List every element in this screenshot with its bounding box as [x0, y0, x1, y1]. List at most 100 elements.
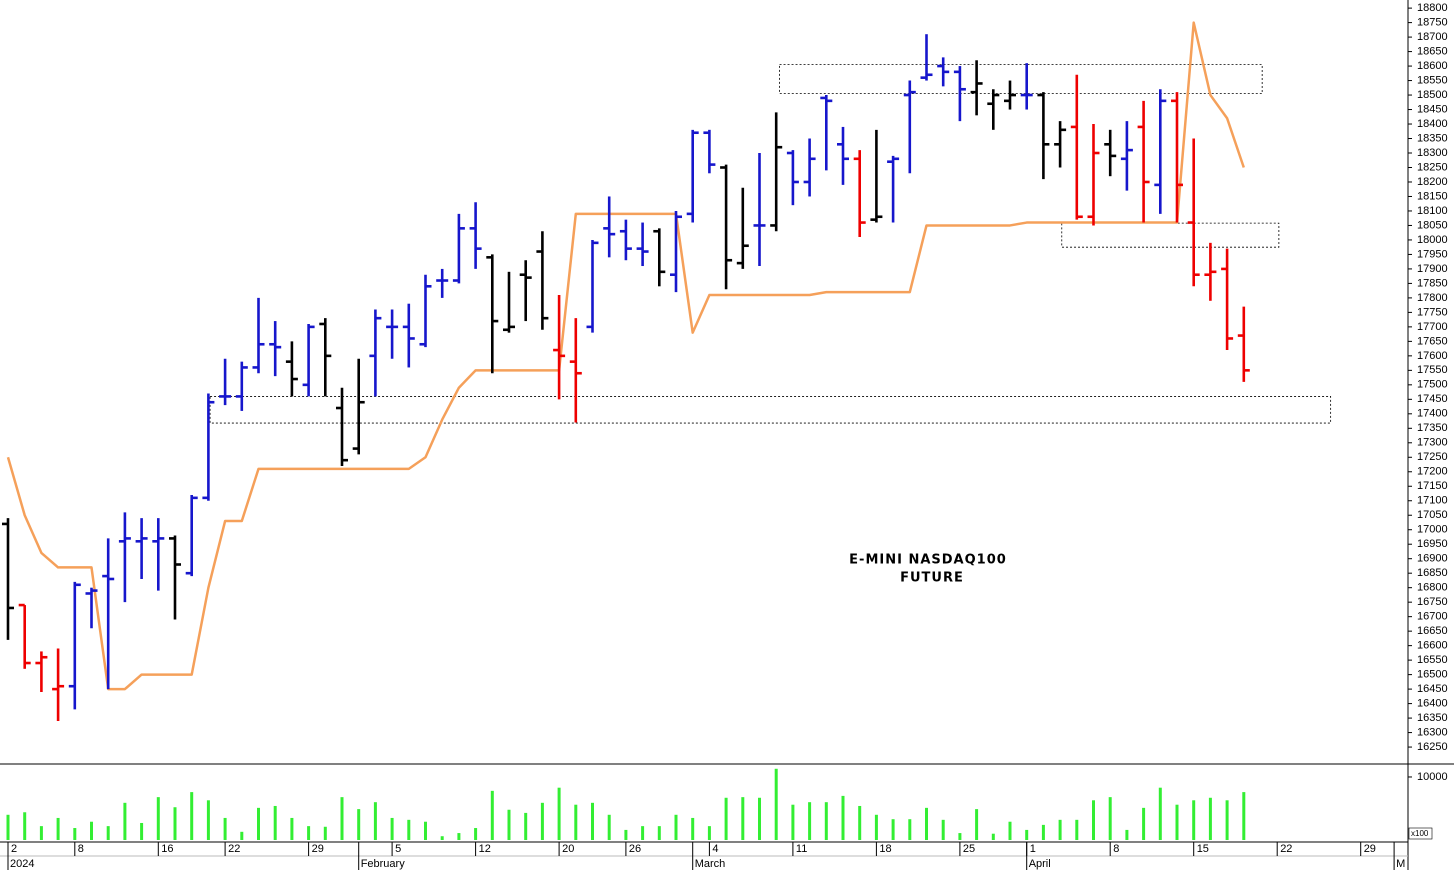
x-tick-label: 4 — [712, 843, 718, 855]
y-tick-label: 18700 — [1417, 31, 1448, 43]
y-tick-label: 17450 — [1417, 393, 1448, 405]
x-tick-label: 11 — [796, 843, 807, 855]
y-tick-label: 18000 — [1417, 234, 1448, 246]
x-tick-label: 8 — [1113, 843, 1119, 855]
volume-bar — [657, 826, 661, 840]
y-tick-label: 17950 — [1417, 248, 1448, 260]
volume-bar — [1058, 819, 1062, 840]
volume-unit: x100 — [1411, 829, 1429, 838]
y-tick-label: 17500 — [1417, 379, 1448, 391]
y-tick-label: 16500 — [1417, 669, 1448, 681]
y-tick-label: 18150 — [1417, 190, 1448, 202]
y-tick-label: 16850 — [1417, 567, 1448, 579]
volume-bar — [808, 802, 812, 840]
volume-bar — [390, 817, 394, 840]
x-tick-label: 5 — [395, 843, 401, 855]
y-tick-label: 17850 — [1417, 277, 1448, 289]
volume-bar — [1225, 800, 1229, 840]
x-tick-label: 2 — [11, 843, 17, 855]
volume-bar — [323, 826, 327, 840]
stop-line — [6, 21, 1245, 691]
x-tick-label: 8 — [78, 843, 84, 855]
volume-bar — [357, 809, 361, 840]
volume-bar — [707, 826, 711, 840]
x-tick-label: 22 — [228, 843, 240, 855]
volume-bar — [106, 826, 110, 840]
volume-bar — [591, 802, 594, 840]
annotation: E-MINI NASDAQ100 — [849, 553, 1007, 568]
volume-bar — [574, 804, 578, 840]
volume-bar — [991, 833, 995, 840]
volume-bar — [507, 809, 511, 840]
volume-bar — [674, 814, 678, 840]
y-tick-label: 17300 — [1417, 437, 1448, 449]
y-tick-label: 18250 — [1417, 161, 1448, 173]
x-tick-label: 29 — [1364, 843, 1376, 855]
x-tick-label: 29 — [312, 843, 324, 855]
y-tick-label: 17250 — [1417, 451, 1448, 463]
volume-bar — [1008, 821, 1012, 840]
y-tick-label: 16950 — [1417, 538, 1448, 550]
volume-bar — [1192, 800, 1196, 840]
volume-bar — [1208, 797, 1212, 840]
y-tick-label: 18450 — [1417, 103, 1448, 115]
volume-bar — [557, 787, 561, 840]
volume-bar — [975, 809, 979, 840]
y-tick-label: 16300 — [1417, 726, 1448, 738]
y-tick-label: 17100 — [1417, 495, 1448, 507]
x-tick-label: 16 — [161, 843, 173, 855]
volume-bar — [941, 819, 945, 840]
volume-bar — [56, 817, 60, 840]
volume-bar — [1075, 819, 1079, 840]
volume-bar — [223, 817, 227, 840]
y-tick-label: 16800 — [1417, 582, 1448, 594]
volume-bar — [858, 805, 862, 840]
unit-box — [1408, 827, 1433, 840]
y-tick-label: 18200 — [1417, 176, 1448, 188]
period-label: March — [695, 858, 726, 870]
x-tick-label: 26 — [629, 843, 641, 855]
y-tick-label: 17900 — [1417, 263, 1448, 275]
volume-bar — [1125, 829, 1129, 840]
x-tick-label: 25 — [963, 843, 975, 855]
y-tick-label: 17700 — [1417, 321, 1448, 333]
x-tick-label: 12 — [479, 843, 491, 855]
volume-bar — [240, 831, 244, 840]
volume-bar — [206, 800, 210, 840]
y-tick-label: 18750 — [1417, 17, 1448, 29]
volume-bar — [1108, 797, 1112, 840]
y-tick-label: 17150 — [1417, 480, 1448, 492]
volume-bar — [6, 814, 10, 840]
volume-bar — [407, 819, 411, 840]
volume-bar — [1142, 807, 1146, 840]
y-tick-label: 16750 — [1417, 596, 1448, 608]
y-tick-label: 18350 — [1417, 132, 1448, 144]
volume-bar — [908, 819, 912, 840]
y-tick-label: 18800 — [1417, 2, 1448, 14]
volume-bar — [891, 819, 895, 840]
volume-bar — [824, 802, 828, 840]
volume-bar — [373, 802, 377, 840]
period-label: April — [1029, 858, 1051, 870]
volume-bar — [874, 814, 878, 840]
y-tick-label: 16400 — [1417, 698, 1448, 710]
volume-bar — [1242, 792, 1246, 840]
volume-bar — [173, 807, 177, 840]
y-tick-label: 16550 — [1417, 654, 1448, 666]
volume-bar — [123, 802, 127, 840]
y-tick-label: 17550 — [1417, 364, 1448, 376]
y-tick-label: 16600 — [1417, 640, 1448, 652]
volume-bar — [424, 821, 427, 840]
volume-bar — [607, 814, 611, 840]
volume-bar — [23, 812, 27, 840]
y-tick-label: 16350 — [1417, 712, 1448, 724]
annotation: FUTURE — [900, 571, 964, 586]
y-tick-label: 16900 — [1417, 553, 1448, 565]
volume-bar — [540, 802, 544, 840]
x-tick-label: 1 — [1030, 843, 1036, 855]
y-tick-label: 18500 — [1417, 89, 1448, 101]
y-tick-label: 17200 — [1417, 466, 1448, 478]
volume-bar — [691, 817, 695, 840]
volume-bar — [841, 795, 845, 840]
